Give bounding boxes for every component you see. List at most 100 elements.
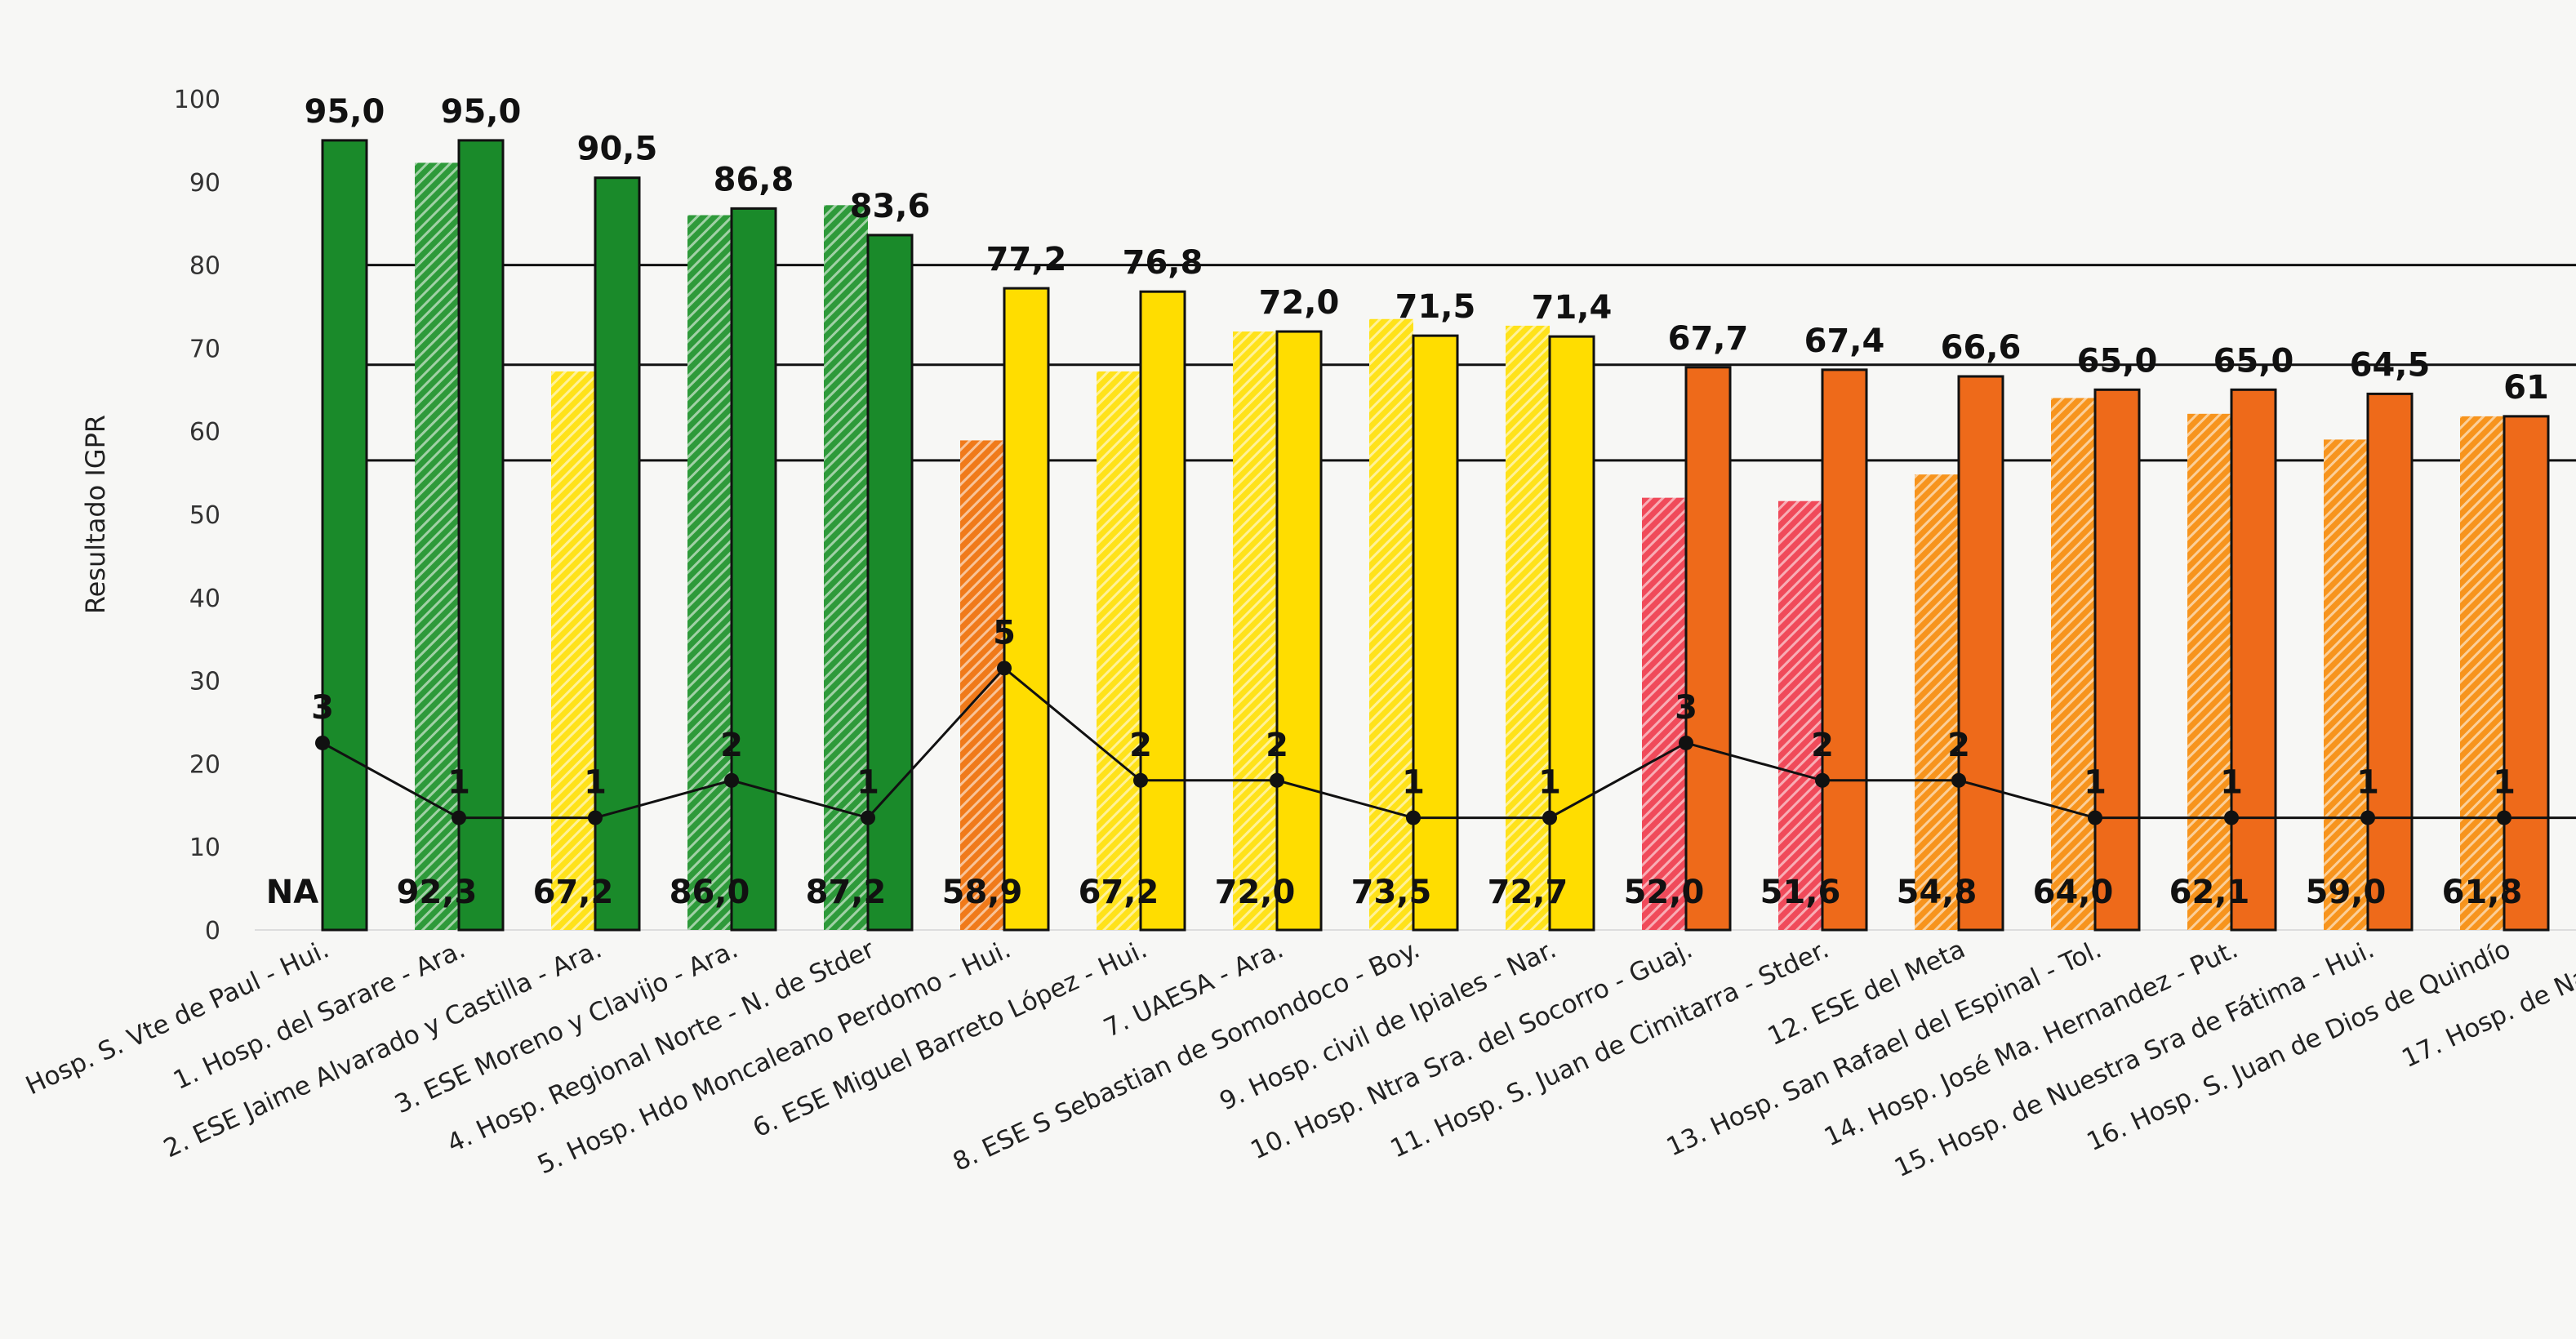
current-value-label: 95,0 bbox=[305, 93, 385, 131]
previous-value-label: 62,1 bbox=[2169, 874, 2250, 911]
count-label: 1 bbox=[2084, 764, 2107, 802]
current-value-label: 83,6 bbox=[850, 188, 931, 225]
count-label: 2 bbox=[1129, 727, 1152, 764]
count-label: 1 bbox=[584, 764, 607, 802]
current-value-label: 65,0 bbox=[2077, 342, 2158, 380]
current-bar bbox=[730, 207, 777, 932]
previous-value-label: 59,0 bbox=[2306, 874, 2387, 911]
count-label: 1 bbox=[2220, 764, 2243, 802]
previous-value-label: 67,2 bbox=[1079, 874, 1159, 911]
y-tick-label: 100 bbox=[174, 86, 220, 114]
count-label: 3 bbox=[311, 689, 334, 727]
previous-value-label: 58,9 bbox=[942, 874, 1023, 911]
previous-bar bbox=[960, 440, 1004, 930]
current-value-label: 71,5 bbox=[1395, 288, 1476, 326]
previous-bar bbox=[2460, 416, 2504, 931]
y-tick-label: 0 bbox=[205, 917, 220, 945]
y-tick-label: 50 bbox=[189, 501, 220, 530]
count-label: 5 bbox=[993, 614, 1016, 652]
count-label: 1 bbox=[1402, 764, 1425, 802]
previous-bar bbox=[551, 371, 595, 930]
bars bbox=[321, 139, 2550, 932]
count-label: 2 bbox=[720, 727, 743, 764]
current-bar bbox=[1957, 375, 2004, 932]
previous-value-label: 72,0 bbox=[1215, 874, 1296, 911]
current-value-label: 72,0 bbox=[1259, 284, 1340, 322]
count-point bbox=[1951, 772, 1966, 788]
count-point bbox=[1133, 772, 1148, 788]
count-point bbox=[1542, 810, 1557, 825]
y-tick-label: 60 bbox=[189, 418, 220, 447]
count-label: 1 bbox=[2493, 764, 2516, 802]
previous-bar bbox=[2187, 413, 2231, 930]
previous-bar bbox=[1097, 371, 1141, 930]
previous-value-label: NA bbox=[266, 874, 318, 911]
previous-bar bbox=[2324, 439, 2368, 930]
previous-bar bbox=[415, 162, 459, 931]
count-point bbox=[2360, 810, 2375, 825]
current-bar bbox=[1275, 330, 1323, 932]
previous-value-label: 64,0 bbox=[2033, 874, 2114, 911]
current-bar bbox=[321, 139, 368, 932]
previous-bar bbox=[687, 215, 732, 930]
current-value-label: 66,6 bbox=[1941, 329, 2022, 367]
previous-value-label: 87,2 bbox=[806, 874, 887, 911]
previous-value-label: 92,3 bbox=[397, 874, 478, 911]
current-bar bbox=[1548, 335, 1595, 932]
current-value-label: 67,7 bbox=[1668, 320, 1749, 358]
current-bar bbox=[594, 176, 641, 932]
count-point bbox=[1270, 772, 1284, 788]
current-bar bbox=[1412, 334, 1459, 932]
current-bar bbox=[457, 139, 505, 932]
y-tick-label: 10 bbox=[189, 834, 220, 862]
count-point bbox=[1679, 735, 1693, 750]
previous-bar bbox=[1642, 497, 1686, 930]
current-bar bbox=[2366, 392, 2414, 932]
x-axis: Hosp. S. Vte de Paul - Hui.1. Hosp. del … bbox=[21, 935, 2576, 1184]
current-bar bbox=[1003, 287, 1050, 932]
previous-bar bbox=[2051, 398, 2095, 931]
current-value-label: 67,4 bbox=[1804, 323, 1885, 360]
current-value-label: 95,0 bbox=[441, 93, 522, 131]
previous-bar bbox=[1778, 500, 1822, 930]
count-point bbox=[315, 735, 330, 750]
y-axis: Resultado IGPR 0 10 20 30 40 50 60 70 80 90 100 bbox=[80, 86, 2576, 945]
y-axis-label: Resultado IGPR bbox=[80, 415, 111, 614]
y-tick-label: 20 bbox=[189, 750, 220, 779]
previous-value-label: 51,6 bbox=[1760, 874, 1841, 911]
previous-value-label: 61,8 bbox=[2442, 874, 2523, 911]
count-point bbox=[2224, 810, 2239, 825]
previous-value-label: 54,8 bbox=[1897, 874, 1978, 911]
previous-value-label: 86,0 bbox=[670, 874, 750, 911]
current-value-label: 76,8 bbox=[1123, 244, 1203, 282]
count-point bbox=[588, 810, 603, 825]
value-labels: 95,0 NA 95,0 92,3 90,5 67,2 86,8 86,0 83,6 87,2 77… bbox=[266, 93, 2549, 911]
current-bar bbox=[1684, 366, 1732, 932]
current-value-label: 64,5 bbox=[2350, 346, 2431, 384]
current-bar bbox=[866, 234, 914, 932]
count-label: 1 bbox=[1538, 764, 1561, 802]
count-point bbox=[1815, 772, 1830, 788]
current-bar bbox=[1821, 368, 1868, 932]
count-point bbox=[452, 810, 466, 825]
previous-bar bbox=[1369, 318, 1413, 930]
count-point bbox=[997, 661, 1012, 676]
current-value-label: 86,8 bbox=[714, 161, 794, 198]
y-tick-label: 80 bbox=[189, 252, 220, 281]
previous-value-label: 52,0 bbox=[1624, 874, 1705, 911]
count-point bbox=[2497, 810, 2511, 825]
count-label: 1 bbox=[2356, 764, 2379, 802]
current-value-label: 61 bbox=[2503, 369, 2549, 407]
y-tick-label: 90 bbox=[189, 169, 220, 198]
count-label: 1 bbox=[447, 764, 470, 802]
previous-bar bbox=[1915, 474, 1959, 930]
current-bar bbox=[2503, 415, 2550, 932]
previous-value-label: 73,5 bbox=[1351, 874, 1432, 911]
count-label: 1 bbox=[856, 764, 879, 802]
current-bar bbox=[2230, 388, 2277, 932]
count-label: 3 bbox=[1675, 689, 1697, 727]
current-value-label: 90,5 bbox=[577, 131, 658, 168]
previous-value-label: 67,2 bbox=[533, 874, 614, 911]
count-label: 2 bbox=[1811, 727, 1834, 764]
